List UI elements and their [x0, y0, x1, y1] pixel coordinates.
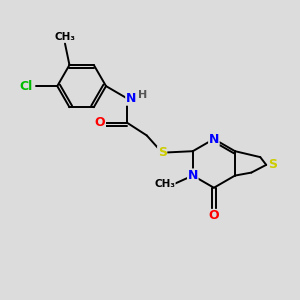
Text: O: O: [95, 116, 105, 130]
Text: N: N: [188, 169, 198, 182]
Text: N: N: [126, 92, 136, 105]
Text: Cl: Cl: [20, 80, 33, 93]
Text: CH₃: CH₃: [154, 179, 175, 189]
Text: S: S: [158, 146, 167, 159]
Text: H: H: [138, 90, 148, 100]
Text: CH₃: CH₃: [55, 32, 76, 42]
Text: O: O: [208, 209, 219, 223]
Text: N: N: [209, 133, 219, 146]
Text: S: S: [268, 158, 277, 171]
